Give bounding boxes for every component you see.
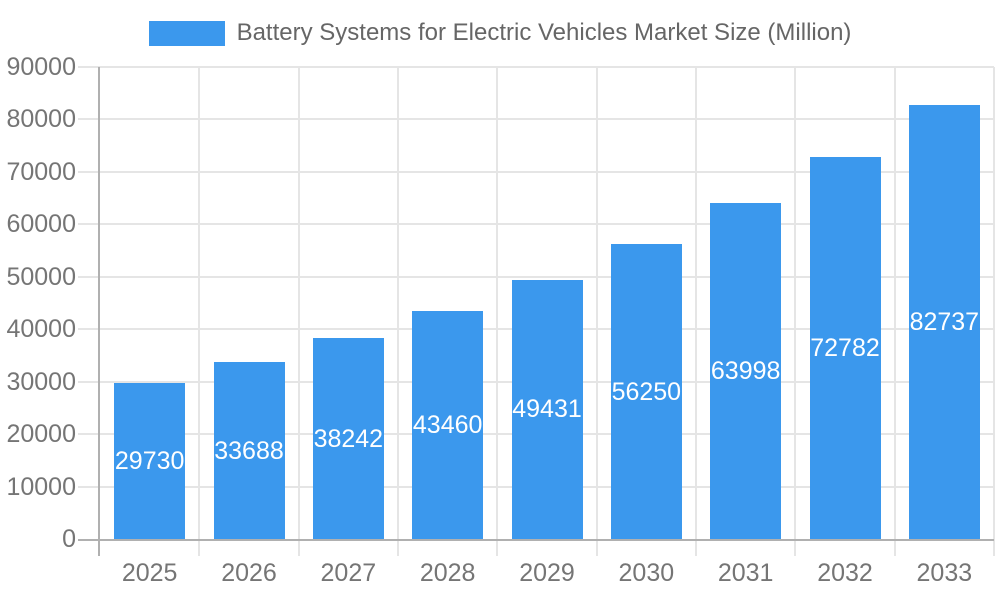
bar-2030[interactable]: [610, 244, 682, 539]
y-gridline: [78, 223, 994, 226]
x-axis-tick-label: 2029: [519, 559, 575, 587]
x-gridline: [993, 67, 995, 556]
x-axis-tick-label: 2028: [419, 559, 476, 587]
x-gridline: [397, 67, 399, 556]
x-gridline: [695, 67, 697, 556]
y-gridline: [78, 66, 994, 68]
x-gridline: [595, 67, 598, 556]
x-gridline: [893, 67, 896, 556]
x-gridline: [198, 67, 201, 556]
x-axis-line: [78, 539, 994, 541]
x-gridline: [794, 67, 797, 556]
y-axis-tick-label: 80000: [6, 105, 76, 134]
x-axis-tick-label: 2030: [618, 559, 675, 587]
chart-legend: Battery Systems for Electric Vehicles Ma…: [0, 18, 1000, 48]
y-axis-tick-label: 50000: [6, 262, 76, 291]
y-gridline: [78, 118, 994, 121]
x-axis-tick-label: 2027: [320, 559, 377, 587]
bar-value-label: 72782: [810, 334, 880, 363]
x-axis-tick-label: 2026: [221, 559, 277, 587]
bar-2026[interactable]: [213, 362, 285, 539]
y-axis-tick-label: 10000: [6, 472, 76, 501]
legend-item[interactable]: Battery Systems for Electric Vehicles Ma…: [148, 18, 852, 48]
x-axis-tick-label: 2025: [121, 559, 178, 587]
y-axis-tick-label: 90000: [6, 53, 76, 81]
y-axis-tick-label: 70000: [6, 157, 76, 186]
legend-series-label: Battery Systems for Electric Vehicles Ma…: [236, 19, 852, 46]
bar-value-label: 56250: [611, 377, 682, 406]
bar-2025[interactable]: [114, 383, 186, 539]
x-gridline: [496, 67, 499, 556]
y-axis-line: [98, 67, 100, 556]
legend-swatch: [148, 20, 225, 46]
bar-2027[interactable]: [312, 338, 384, 539]
y-axis-tick-label: 0: [62, 525, 76, 553]
x-axis-tick-label: 2031: [717, 559, 774, 587]
x-axis-tick-label: 2033: [916, 559, 973, 587]
bar-value-label: 82737: [909, 308, 980, 337]
bar-2029[interactable]: [511, 279, 583, 539]
x-axis-tick-label: 2032: [817, 559, 873, 587]
y-axis-tick-label: 60000: [6, 210, 76, 239]
bar-value-label: 33688: [214, 436, 284, 465]
bar-2032[interactable]: [809, 157, 881, 539]
x-gridline: [297, 67, 300, 556]
y-gridline: [78, 275, 994, 278]
bar-value-label: 29730: [114, 447, 185, 476]
bar-2031[interactable]: [710, 203, 782, 539]
bar-value-label: 43460: [412, 411, 483, 440]
bar-2033[interactable]: [908, 105, 980, 539]
y-axis-tick-label: 20000: [6, 420, 76, 449]
y-gridline: [78, 170, 994, 173]
bar-2028[interactable]: [412, 311, 484, 539]
y-axis-tick-label: 30000: [6, 367, 76, 396]
y-axis-tick-label: 40000: [6, 315, 76, 344]
bar-value-label: 49431: [512, 395, 582, 424]
bar-value-label: 63998: [710, 357, 781, 386]
bar-value-label: 38242: [313, 424, 384, 453]
